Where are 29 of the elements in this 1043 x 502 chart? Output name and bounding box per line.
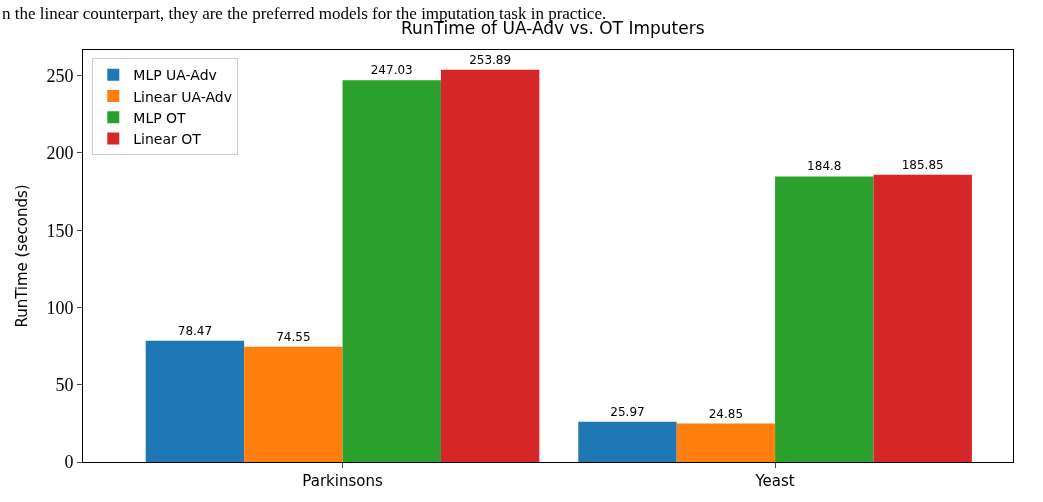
legend-label: MLP UA-Adv (133, 67, 217, 84)
y-tick-label: 100 (46, 297, 74, 318)
y-tick-label: 250 (46, 65, 74, 86)
y-tick-label: 150 (46, 220, 74, 241)
bar (873, 174, 972, 462)
data-label: 253.89 (469, 52, 512, 67)
y-axis-title: RunTime (seconds) (12, 184, 31, 328)
bar (775, 176, 874, 462)
bar (440, 69, 540, 462)
data-label: 184.8 (807, 159, 842, 174)
y-tick-label: 50 (55, 375, 74, 396)
bar (578, 421, 677, 462)
y-tick-label: 0 (64, 452, 74, 473)
data-label: 25.97 (610, 404, 645, 419)
legend-label: MLP OT (133, 109, 187, 126)
bar (244, 346, 343, 462)
x-tick-label: Parkinsons (302, 472, 383, 490)
bar (145, 340, 245, 462)
legend-label: Linear UA-Adv (133, 88, 233, 105)
x-tick-label: Yeast (754, 472, 795, 490)
data-label: 247.03 (370, 63, 413, 78)
bar (676, 423, 776, 462)
data-label: 185.85 (901, 157, 944, 172)
data-label: 24.85 (708, 406, 744, 421)
y-tick-label: 200 (46, 143, 74, 164)
legend-label: Linear OT (133, 130, 202, 147)
bar (342, 80, 441, 462)
data-label: 74.55 (276, 329, 311, 344)
data-label: 78.47 (177, 323, 213, 338)
